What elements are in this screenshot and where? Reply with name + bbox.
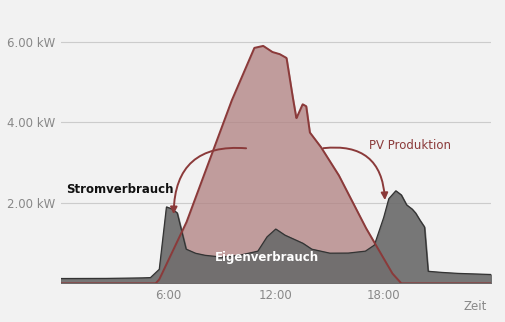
- Text: Zeit: Zeit: [463, 300, 486, 313]
- Text: PV Produktion: PV Produktion: [368, 138, 450, 152]
- Text: Eigenverbrauch: Eigenverbrauch: [214, 251, 318, 264]
- Text: Stromverbrauch: Stromverbrauch: [66, 183, 173, 196]
